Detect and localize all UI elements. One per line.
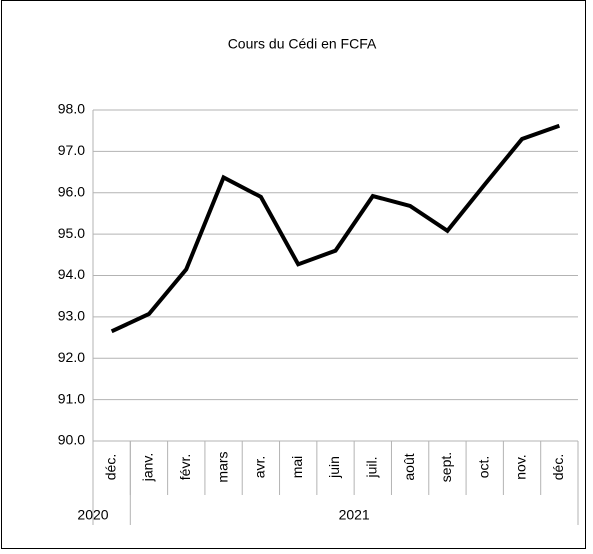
y-tick-label: 90.0 [58,432,85,448]
x-tick-label: sept. [438,452,454,482]
group-label: 2020 [77,507,108,523]
x-tick-label: mai [289,456,305,479]
y-tick-label: 95.0 [58,225,85,241]
x-tick-label: oct. [475,456,491,479]
x-tick-label: févr. [177,454,193,480]
x-tick-label: janv. [140,453,156,483]
x-tick-label: juil. [364,456,380,478]
chart-frame [1,0,586,549]
y-tick-label: 93.0 [58,308,85,324]
x-tick-label: mars [214,451,230,482]
y-tick-label: 96.0 [58,183,85,199]
y-tick-label: 94.0 [58,266,85,282]
data-line [110,123,561,334]
x-tick-label: déc. [102,454,118,480]
x-tick-label: août [401,453,417,480]
x-tick-label: nov. [513,454,529,479]
x-tick-label: avr. [252,456,268,479]
group-label: 2021 [339,507,370,523]
x-tick-label: déc. [550,454,566,480]
chart-title: Cours du Cédi en FCFA [228,36,377,52]
y-tick-label: 91.0 [58,390,85,406]
y-tick-label: 92.0 [58,349,85,365]
x-tick-label: juin [326,456,342,479]
y-tick-label: 97.0 [58,142,85,158]
y-tick-label: 98.0 [58,101,85,117]
